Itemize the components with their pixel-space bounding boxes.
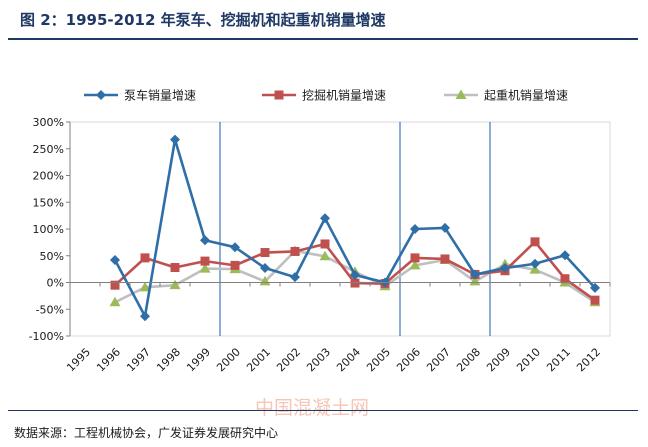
data-point-excavator [200,256,210,266]
legend-marker [274,90,284,100]
legend-label: 挖掘机销量增速 [302,88,386,103]
x-tick-label: 2010 [514,345,543,374]
x-tick-label: 2000 [214,345,243,374]
data-point-pump [230,242,240,253]
y-tick-label: 150% [33,196,64,209]
period-dividers [219,122,491,336]
data-point-pump [560,250,570,261]
y-tick-label: -50% [36,303,64,316]
data-point-excavator [110,280,120,290]
plot-frame [69,121,611,337]
data-point-pump [500,263,510,274]
data-point-pump [170,134,180,145]
data-point-crane [469,275,481,286]
data-point-excavator [140,253,150,263]
data-point-excavator [290,246,300,256]
x-tick-label: 2005 [364,345,393,374]
series-line-pump [113,138,596,318]
x-tick-label: 2007 [424,345,453,374]
data-point-excavator [230,260,240,270]
watermark: 中国混凝土网 [255,397,370,419]
data-point-excavator [530,237,540,247]
x-tick-label: 2012 [574,345,603,374]
legend-marker [96,90,106,100]
x-tick-label: 2002 [274,345,303,374]
y-tick-label: 0% [47,277,64,290]
data-point-excavator [350,278,360,288]
legend: 泵车销量增速 挖掘机销量增速 起重机销量增速 [84,88,568,103]
x-tick-label: 2003 [304,345,333,374]
plot-area [69,121,611,337]
y-tick-label: -100% [29,330,64,343]
data-point-pump [260,263,270,274]
legend-label: 泵车销量增速 [124,88,196,103]
x-tick-label: 2009 [484,345,513,374]
data-point-pump [290,272,300,283]
data-point-excavator [320,239,330,249]
y-tick-label: 50% [40,250,64,263]
y-tick-label: 300% [33,116,64,129]
y-tick-label: 200% [33,170,64,183]
data-point-excavator [410,253,420,263]
data-point-pump [200,235,210,246]
title-rule [8,38,638,40]
data-point-pump [530,258,540,269]
data-point-pump [440,222,450,233]
legend-item-excavator: 挖掘机销量增速 [262,88,386,103]
data-point-crane [319,250,331,261]
x-tick-label: 1997 [124,345,153,374]
data-point-pump [110,255,120,266]
data-point-crane [259,275,271,286]
data-point-crane [109,296,121,307]
x-tick-label: 2006 [394,345,423,374]
data-point-pump [470,269,480,280]
x-tick-label: 1996 [94,345,123,374]
x-tick-label: 1999 [184,345,213,374]
x-tick-label: 2008 [454,345,483,374]
data-point-excavator [590,295,600,305]
x-tick-label: 1995 [64,345,93,374]
chart-title: 图 2：1995-2012 年泵车、挖掘机和起重机销量增速 [20,11,386,29]
data-point-crane [529,264,541,274]
data-point-pump [140,311,150,322]
data-point-pump [410,224,420,234]
data-point-excavator [170,263,180,273]
x-tick-label: 2001 [244,345,273,374]
data-point-pump [320,213,330,224]
legend-label: 起重机销量增速 [484,89,568,103]
data-point-excavator [560,274,570,284]
x-tick-label: 1998 [154,345,183,374]
data-point-pump [350,270,360,281]
source-note: 数据来源：工程机械协会，广发证券发展研究中心 [14,426,279,440]
data-point-crane [409,259,421,270]
legend-item-pump: 泵车销量增速 [84,88,196,103]
series-group [109,134,601,322]
source-rule [8,410,638,411]
data-point-crane [139,281,151,292]
data-point-crane [199,263,211,273]
series-pump [110,134,600,322]
data-point-excavator [440,254,450,264]
title-bar: 图 2：1995-2012 年泵车、挖掘机和起重机销量增速 [0,0,648,38]
data-point-crane [169,279,181,290]
data-point-pump [590,282,600,293]
line-chart: 泵车销量增速 挖掘机销量增速 起重机销量增速 300% 250% 200% 150% 100… [29,88,611,374]
x-tick-label: 2011 [544,345,573,374]
legend-item-crane: 起重机销量增速 [444,89,568,103]
legend-marker [455,89,467,99]
y-tick-label: 250% [33,143,64,156]
x-tick-label: 2004 [334,345,363,374]
data-point-excavator [260,248,270,258]
y-tick-label: 100% [33,223,64,236]
